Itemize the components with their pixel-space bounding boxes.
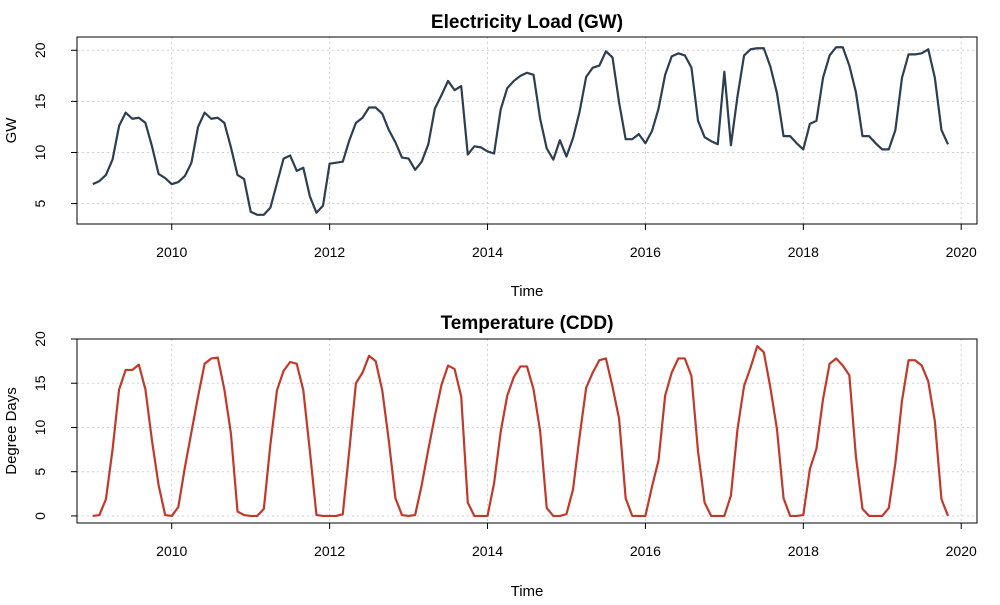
x-tick-label: 2012 (314, 244, 345, 260)
x-tick-label: 2018 (788, 244, 819, 260)
y-tick-label: 15 (32, 375, 48, 391)
y-tick-label: 20 (32, 331, 48, 347)
x-tick-label: 2014 (472, 543, 503, 559)
y-tick-label: 10 (32, 144, 48, 160)
chart-title: Temperature (CDD) (441, 313, 614, 334)
x-axis-label: Time (511, 283, 544, 300)
x-tick-label: 2010 (156, 543, 187, 559)
y-tick-label: 0 (32, 512, 48, 520)
x-tick-label: 2016 (630, 244, 661, 260)
x-tick-label: 2020 (946, 543, 977, 559)
y-tick-label: 5 (32, 199, 48, 207)
series-line (92, 344, 950, 518)
x-tick-label: 2010 (156, 244, 187, 260)
x-tick-label: 2014 (472, 244, 503, 260)
y-tick-label: 15 (32, 93, 48, 109)
x-tick-label: 2016 (630, 543, 661, 559)
plot-frame (76, 338, 978, 524)
y-axis-label: GW (3, 117, 20, 144)
plot-frame (76, 36, 978, 225)
y-tick-label: 10 (32, 419, 48, 435)
y-axis-label: Degree Days (3, 387, 20, 475)
y-tick-label: 20 (32, 42, 48, 58)
series-line (92, 46, 950, 216)
x-tick-label: 2020 (946, 244, 977, 260)
chart-title: Electricity Load (GW) (431, 12, 623, 33)
x-axis-label: Time (511, 583, 544, 600)
x-tick-label: 2018 (788, 543, 819, 559)
x-tick-label: 2012 (314, 543, 345, 559)
y-tick-label: 5 (32, 468, 48, 476)
